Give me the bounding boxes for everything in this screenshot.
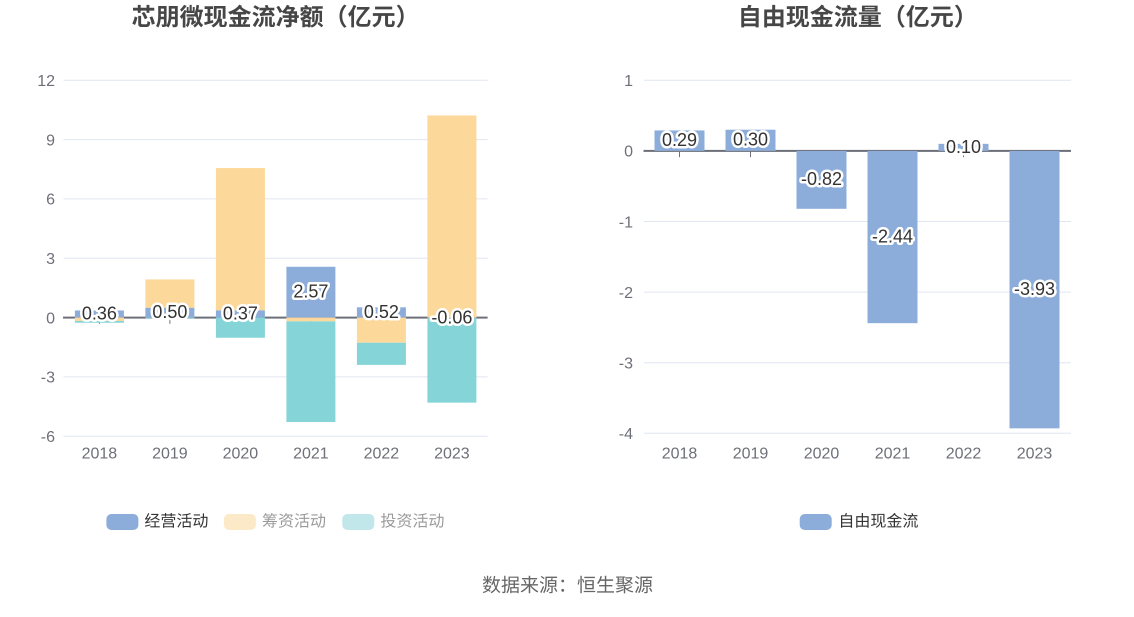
svg-text:2021: 2021	[293, 446, 329, 463]
svg-text:3: 3	[46, 251, 55, 268]
svg-text:-3: -3	[41, 370, 55, 387]
svg-text:0.30: 0.30	[733, 130, 768, 150]
svg-text:6: 6	[46, 192, 55, 209]
svg-text:-2: -2	[619, 285, 633, 302]
svg-text:2020: 2020	[223, 446, 259, 463]
svg-text:-3: -3	[619, 356, 633, 373]
svg-text:12: 12	[37, 73, 55, 90]
svg-text:-1: -1	[619, 214, 633, 231]
svg-text:2022: 2022	[946, 446, 982, 463]
svg-text:2018: 2018	[82, 446, 118, 463]
svg-text:-4: -4	[619, 426, 633, 443]
svg-text:0.50: 0.50	[152, 302, 187, 322]
svg-text:0.36: 0.36	[82, 303, 117, 323]
svg-text:-6: -6	[41, 429, 55, 446]
svg-text:2022: 2022	[364, 446, 400, 463]
svg-text:2020: 2020	[804, 446, 840, 463]
svg-text:-0.06: -0.06	[431, 308, 472, 328]
svg-text:2019: 2019	[152, 446, 188, 463]
svg-text:1: 1	[624, 73, 633, 90]
svg-text:0: 0	[46, 310, 55, 327]
svg-text:2023: 2023	[434, 446, 470, 463]
svg-text:2.57: 2.57	[293, 282, 328, 302]
svg-text:-3.93: -3.93	[1014, 279, 1055, 299]
svg-text:-2.44: -2.44	[872, 226, 913, 246]
svg-text:0: 0	[624, 144, 633, 161]
svg-text:0.37: 0.37	[223, 303, 258, 323]
svg-text:9: 9	[46, 132, 55, 149]
svg-text:2023: 2023	[1017, 446, 1053, 463]
svg-text:2019: 2019	[733, 446, 769, 463]
svg-text:0.29: 0.29	[662, 130, 697, 150]
svg-text:0.10: 0.10	[946, 137, 981, 157]
svg-text:2018: 2018	[662, 446, 698, 463]
svg-text:0.52: 0.52	[364, 302, 399, 322]
svg-text:2021: 2021	[875, 446, 911, 463]
svg-text:-0.82: -0.82	[801, 169, 842, 189]
